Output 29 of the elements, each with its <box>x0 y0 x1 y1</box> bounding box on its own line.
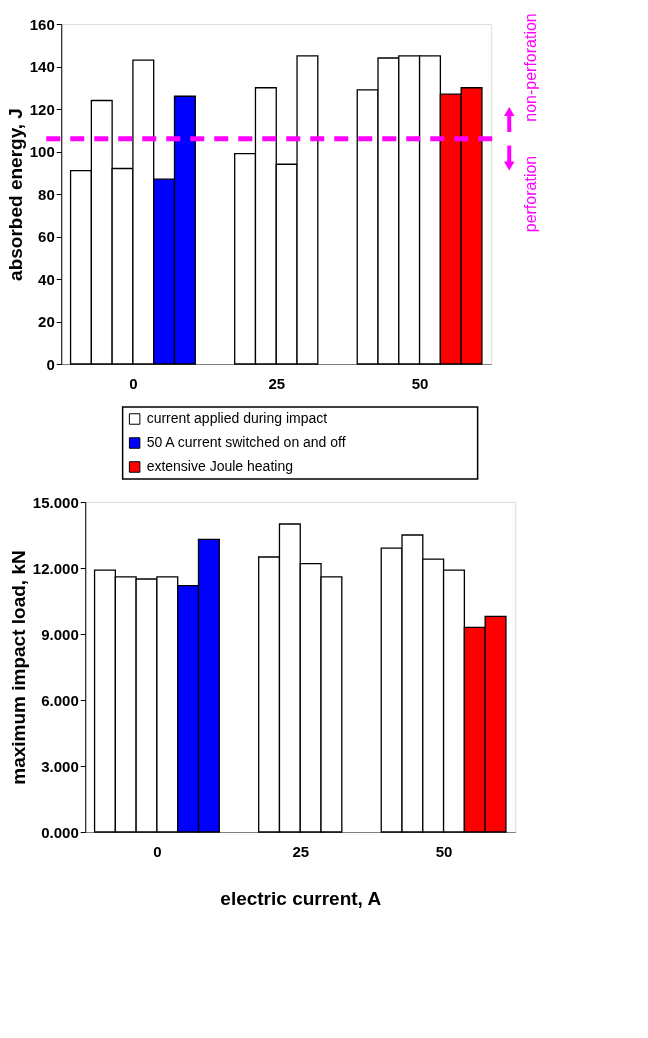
y-tick-label: 15.000 <box>32 493 79 511</box>
y-tick-label: 0 <box>46 355 55 373</box>
text: non-perforation <box>522 13 540 122</box>
x-tick-label: 50 <box>411 374 429 392</box>
y-tick-label: 12.000 <box>32 559 79 577</box>
legend-label: current applied during impact <box>146 410 328 426</box>
x-tick-label: 25 <box>292 842 310 860</box>
y-tick-label: 9.000 <box>41 625 79 643</box>
x-tick-label: 25 <box>268 374 286 392</box>
y-tick-label: 3.000 <box>41 757 79 775</box>
legend-label: extensive Joule heating <box>146 458 293 474</box>
y-tick-label: 120 <box>29 100 55 118</box>
y-tick-label: 6.000 <box>41 691 79 709</box>
y-tick-label: 80 <box>38 185 55 203</box>
y-tick-label: 40 <box>38 270 55 288</box>
x-tick-label: 0 <box>153 842 162 860</box>
y-axis-title: maximum impact load, kN <box>7 550 29 785</box>
y-axis-title: absorbed energy, J <box>4 108 26 281</box>
text: perforation <box>522 155 540 233</box>
legend-label: 50 A current switched on and off <box>146 434 346 450</box>
y-tick-label: 20 <box>38 313 55 330</box>
y-tick-label: 160 <box>29 15 55 33</box>
x-axis-title: electric current, A <box>220 887 382 909</box>
y-tick-label: 60 <box>38 228 55 245</box>
x-tick-label: 0 <box>129 374 138 392</box>
x-tick-label: 50 <box>435 842 453 860</box>
y-tick-label: 0.000 <box>41 823 79 841</box>
y-tick-label: 140 <box>29 58 55 75</box>
y-tick-label: 100 <box>29 143 55 160</box>
